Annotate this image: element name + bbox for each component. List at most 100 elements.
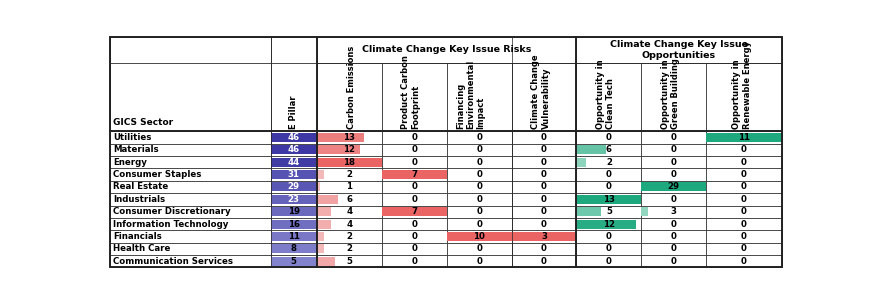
Text: 19: 19 <box>288 207 299 216</box>
Text: Climate Change Key Issue Risks: Climate Change Key Issue Risks <box>362 45 531 54</box>
Bar <box>316 243 381 255</box>
Bar <box>446 218 511 230</box>
Text: 0: 0 <box>475 257 481 266</box>
Bar <box>706 131 780 144</box>
Text: GICS Sector: GICS Sector <box>113 118 173 127</box>
Text: 0: 0 <box>670 220 676 228</box>
Text: 23: 23 <box>288 195 299 204</box>
Bar <box>270 182 316 191</box>
Text: 0: 0 <box>541 182 547 191</box>
Bar <box>110 255 270 267</box>
Bar <box>316 168 381 181</box>
Bar <box>316 218 381 230</box>
Bar <box>446 255 511 267</box>
Bar <box>270 181 316 193</box>
Text: Product Carbon
Footprint: Product Carbon Footprint <box>401 55 421 129</box>
Bar <box>576 131 640 144</box>
Bar <box>640 131 706 144</box>
Bar <box>706 193 780 206</box>
Bar <box>706 206 780 218</box>
Bar <box>381 193 446 206</box>
Text: 3: 3 <box>670 207 676 216</box>
Bar <box>576 37 780 63</box>
Text: 7: 7 <box>411 170 417 179</box>
Text: 13: 13 <box>343 133 355 142</box>
Text: 0: 0 <box>541 207 547 216</box>
Bar <box>316 156 381 168</box>
Text: Materials: Materials <box>113 145 158 154</box>
Bar <box>511 144 576 156</box>
Bar <box>110 193 270 206</box>
Text: Energy: Energy <box>113 158 147 167</box>
Bar <box>316 170 323 179</box>
Bar <box>576 255 640 267</box>
Text: 11: 11 <box>288 232 299 241</box>
Bar <box>316 63 381 131</box>
Text: 0: 0 <box>670 232 676 241</box>
Text: E Pillar: E Pillar <box>289 95 298 129</box>
Bar <box>446 243 511 255</box>
Bar <box>381 255 446 267</box>
Bar <box>270 207 316 216</box>
Bar <box>511 181 576 193</box>
Text: 3: 3 <box>541 232 547 241</box>
Bar <box>576 243 640 255</box>
Text: Consumer Staples: Consumer Staples <box>113 170 201 179</box>
Bar <box>270 220 316 228</box>
Text: 0: 0 <box>411 158 416 167</box>
Bar <box>110 230 270 243</box>
Text: 0: 0 <box>541 145 547 154</box>
Text: 0: 0 <box>411 195 416 204</box>
Text: 0: 0 <box>670 158 676 167</box>
Bar <box>110 168 270 181</box>
Bar <box>110 206 270 218</box>
Text: 0: 0 <box>740 232 746 241</box>
Text: Information Technology: Information Technology <box>113 220 228 228</box>
Bar <box>446 156 511 168</box>
Text: 10: 10 <box>473 232 484 241</box>
Bar <box>381 207 446 216</box>
Bar <box>381 131 446 144</box>
Text: 0: 0 <box>541 170 547 179</box>
Text: 29: 29 <box>288 182 299 191</box>
Text: 2: 2 <box>605 158 611 167</box>
Bar <box>446 193 511 206</box>
Bar <box>316 181 381 193</box>
Text: 0: 0 <box>740 207 746 216</box>
Bar <box>270 255 316 267</box>
Bar <box>576 218 640 230</box>
Bar <box>110 131 270 144</box>
Bar <box>270 156 316 168</box>
Bar <box>270 257 316 266</box>
Text: 0: 0 <box>541 257 547 266</box>
Text: 44: 44 <box>287 158 300 167</box>
Text: 0: 0 <box>541 220 547 228</box>
Bar <box>640 63 706 131</box>
Text: 5: 5 <box>606 207 611 216</box>
Bar <box>316 230 381 243</box>
Bar <box>110 181 270 193</box>
Text: 0: 0 <box>411 145 416 154</box>
Text: Financials: Financials <box>113 232 162 241</box>
Text: 7: 7 <box>411 207 417 216</box>
Text: Communication Services: Communication Services <box>113 257 233 266</box>
Bar <box>576 158 586 167</box>
Bar <box>270 206 316 218</box>
Bar <box>511 255 576 267</box>
Text: Consumer Discretionary: Consumer Discretionary <box>113 207 230 216</box>
Bar <box>576 63 640 131</box>
Text: 0: 0 <box>411 133 416 142</box>
Bar <box>576 195 640 204</box>
Bar <box>270 230 316 243</box>
Bar <box>316 207 331 216</box>
Text: 31: 31 <box>288 170 299 179</box>
Bar <box>576 144 640 156</box>
Text: 0: 0 <box>670 133 676 142</box>
Text: Financing
Environmental
Impact: Financing Environmental Impact <box>455 60 485 129</box>
Bar <box>576 220 635 228</box>
Bar <box>640 182 706 191</box>
Bar <box>576 206 640 218</box>
Text: Industrials: Industrials <box>113 195 165 204</box>
Text: Opportunity in
Clean Tech: Opportunity in Clean Tech <box>595 59 614 129</box>
Bar <box>381 156 446 168</box>
